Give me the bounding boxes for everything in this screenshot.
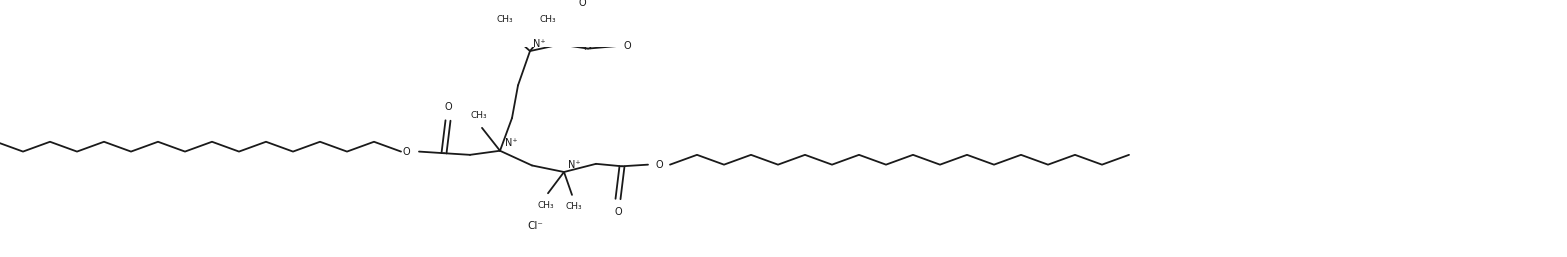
Text: O: O [443, 102, 451, 112]
Text: O: O [403, 146, 411, 157]
Text: O: O [624, 41, 632, 51]
Text: O: O [578, 0, 586, 8]
Text: Cl⁻: Cl⁻ [527, 221, 542, 231]
Text: N⁺: N⁺ [505, 138, 517, 148]
Text: N⁺: N⁺ [567, 160, 581, 170]
Text: O: O [657, 160, 664, 170]
Text: CH₃: CH₃ [470, 111, 487, 120]
Text: O: O [614, 207, 622, 217]
Text: CH₃: CH₃ [537, 201, 555, 210]
Text: CH₃: CH₃ [497, 15, 514, 24]
Text: N⁺: N⁺ [533, 39, 545, 49]
Text: CH₃: CH₃ [566, 202, 583, 211]
Text: CH₃: CH₃ [539, 15, 556, 24]
